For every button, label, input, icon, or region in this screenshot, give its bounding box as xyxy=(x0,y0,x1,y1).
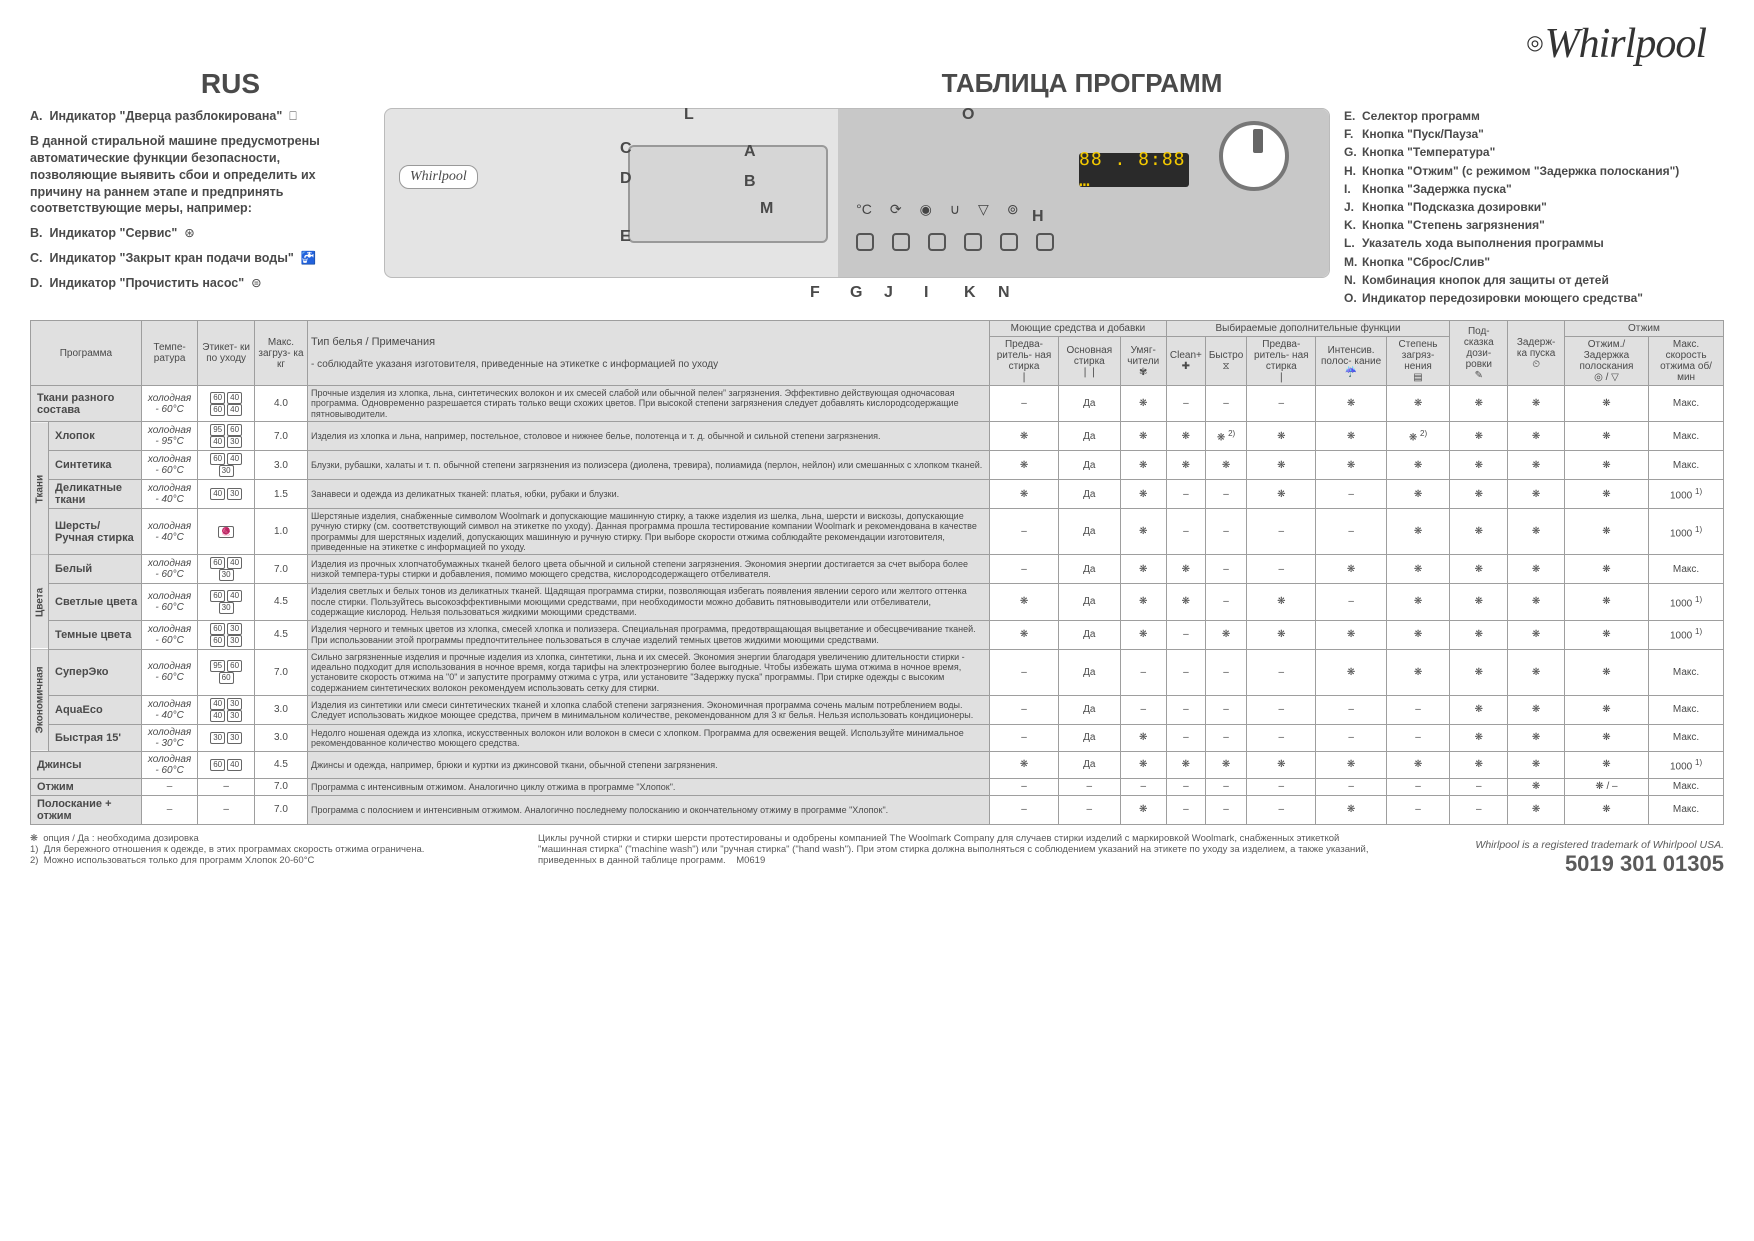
lang-code: RUS xyxy=(30,68,280,100)
control-panel-diagram: Whirlpool 88 . 8:88 … °C⟳◉∪▽⊚ L C D E A … xyxy=(384,108,1330,308)
program-table: Программа Темпе- ратура Этикет- ки по ух… xyxy=(30,320,1724,825)
footnotes: ❋ опция / Да : необходима дозировка 1) Д… xyxy=(30,833,1724,877)
page-title: ТАБЛИЦА ПРОГРАММ xyxy=(440,68,1724,99)
brand-logo: ◎Whirlpool xyxy=(30,20,1724,68)
left-legend: A. Индикатор "Дверца разблокирована" ⎕ В… xyxy=(30,108,370,308)
right-legend: E.Селектор программF.Кнопка "Пуск/Пауза"… xyxy=(1344,108,1724,308)
